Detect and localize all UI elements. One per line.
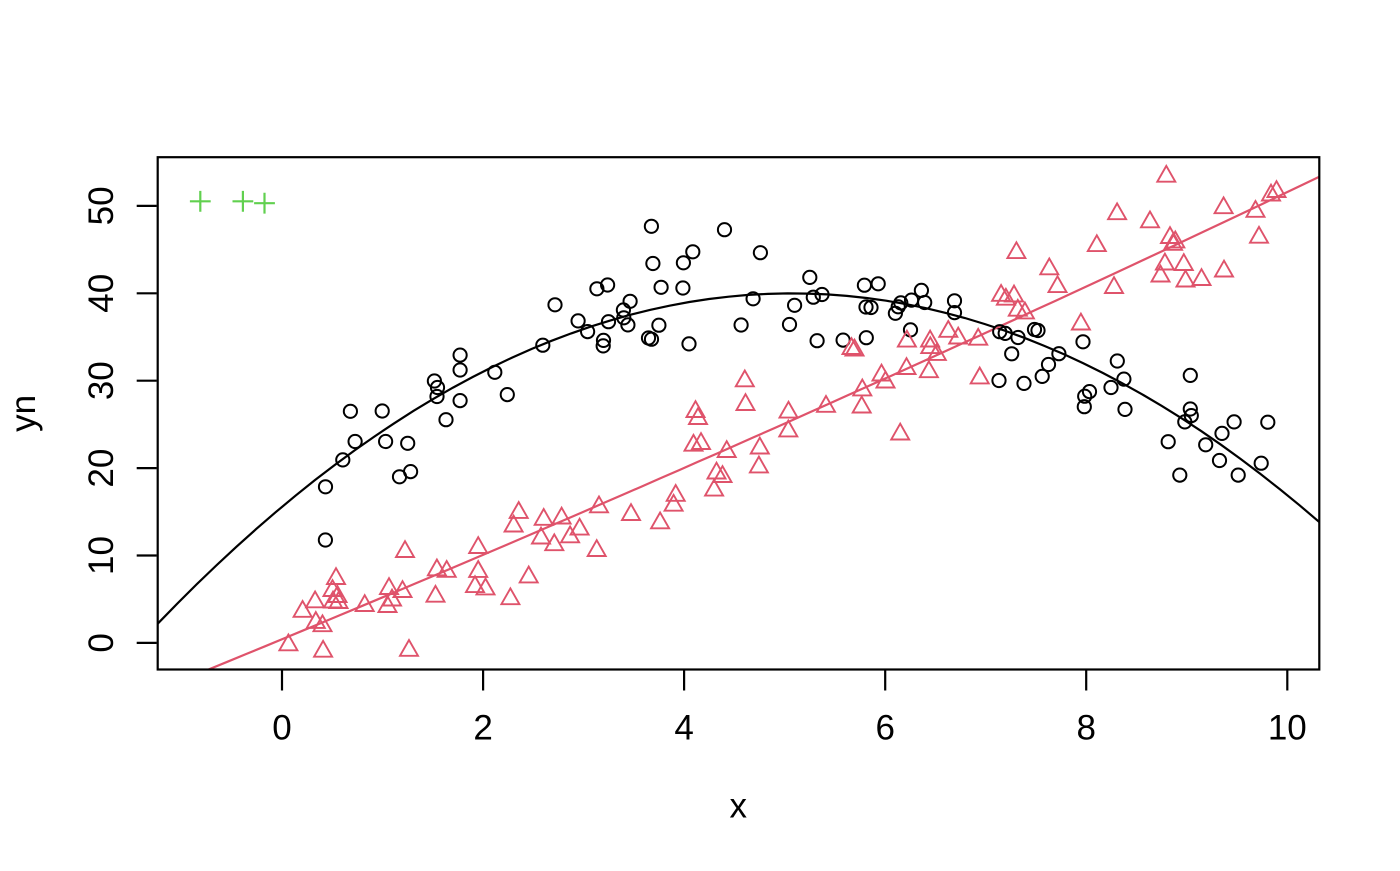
svg-text:0: 0 [272, 709, 291, 748]
svg-text:50: 50 [82, 186, 121, 225]
svg-text:10: 10 [1268, 709, 1307, 748]
svg-text:yn: yn [4, 395, 43, 432]
svg-text:0: 0 [82, 633, 121, 652]
svg-text:x: x [730, 787, 748, 826]
svg-text:6: 6 [875, 709, 894, 748]
svg-text:20: 20 [82, 449, 121, 488]
svg-text:10: 10 [82, 536, 121, 575]
svg-text:2: 2 [473, 709, 492, 748]
svg-text:30: 30 [82, 361, 121, 400]
svg-text:40: 40 [82, 274, 121, 313]
svg-text:4: 4 [674, 709, 693, 748]
svg-text:8: 8 [1076, 709, 1095, 748]
